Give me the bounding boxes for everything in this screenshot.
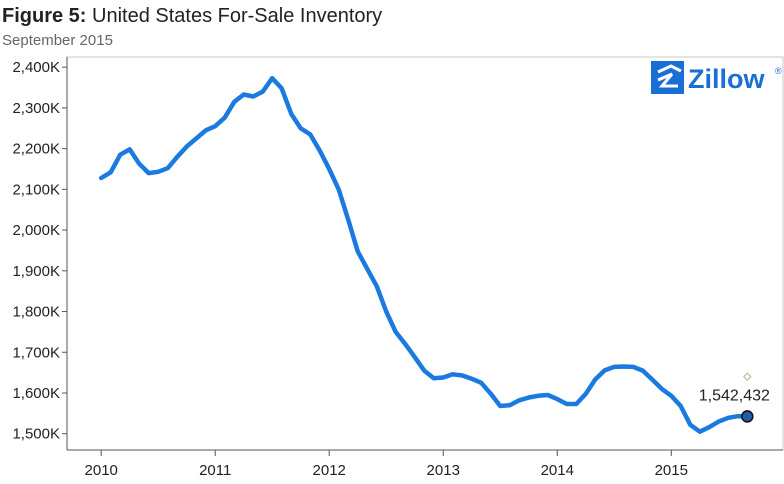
y-tick-label: 1,500K [12,426,60,443]
y-tick-label: 1,700K [12,344,60,361]
y-tick-label: 2,000K [12,222,60,239]
zillow-z-icon-glyph [657,64,682,88]
y-tick-label: 1,900K [12,263,60,280]
x-tick-label: 2010 [85,462,118,479]
x-tick-label: 2013 [427,462,460,479]
forecast-marker [742,372,752,382]
x-tick-label: 2012 [313,462,346,479]
x-tick-label: 2014 [541,462,574,479]
y-tick-label: 2,400K [12,59,60,76]
title-text: United States For-Sale Inventory [92,5,383,27]
y-tick-label: 2,100K [12,181,60,198]
endpoint-marker [741,410,754,423]
zillow-wordmark: Zillow [688,64,765,94]
y-axis-ticks: 1,500K 1,600K 1,700K 1,800K 1,900K 2,000K 2,10… [12,59,67,443]
x-tick-label: 2011 [199,462,231,479]
y-tick-label: 1,800K [12,304,60,321]
y-tick-label: 2,200K [12,141,60,158]
y-tick-label: 2,300K [12,100,60,117]
chart-title: Figure 5: United States For-Sale Invento… [2,4,382,28]
x-tick-label: 2015 [655,462,688,479]
chart-subtitle: September 2015 [2,32,113,49]
inventory-series-line [98,75,750,434]
zillow-logo: Zillow ® [651,61,782,94]
y-tick-label: 1,600K [12,385,60,402]
zillow-registered-mark: ® [775,66,782,76]
figure-label: Figure 5: [2,5,87,27]
x-axis-ticks: 2010 2011 2012 2013 2014 2015 [85,450,688,479]
endpoint-label: 1,542,432 [699,387,770,404]
plot-frame [66,56,784,451]
